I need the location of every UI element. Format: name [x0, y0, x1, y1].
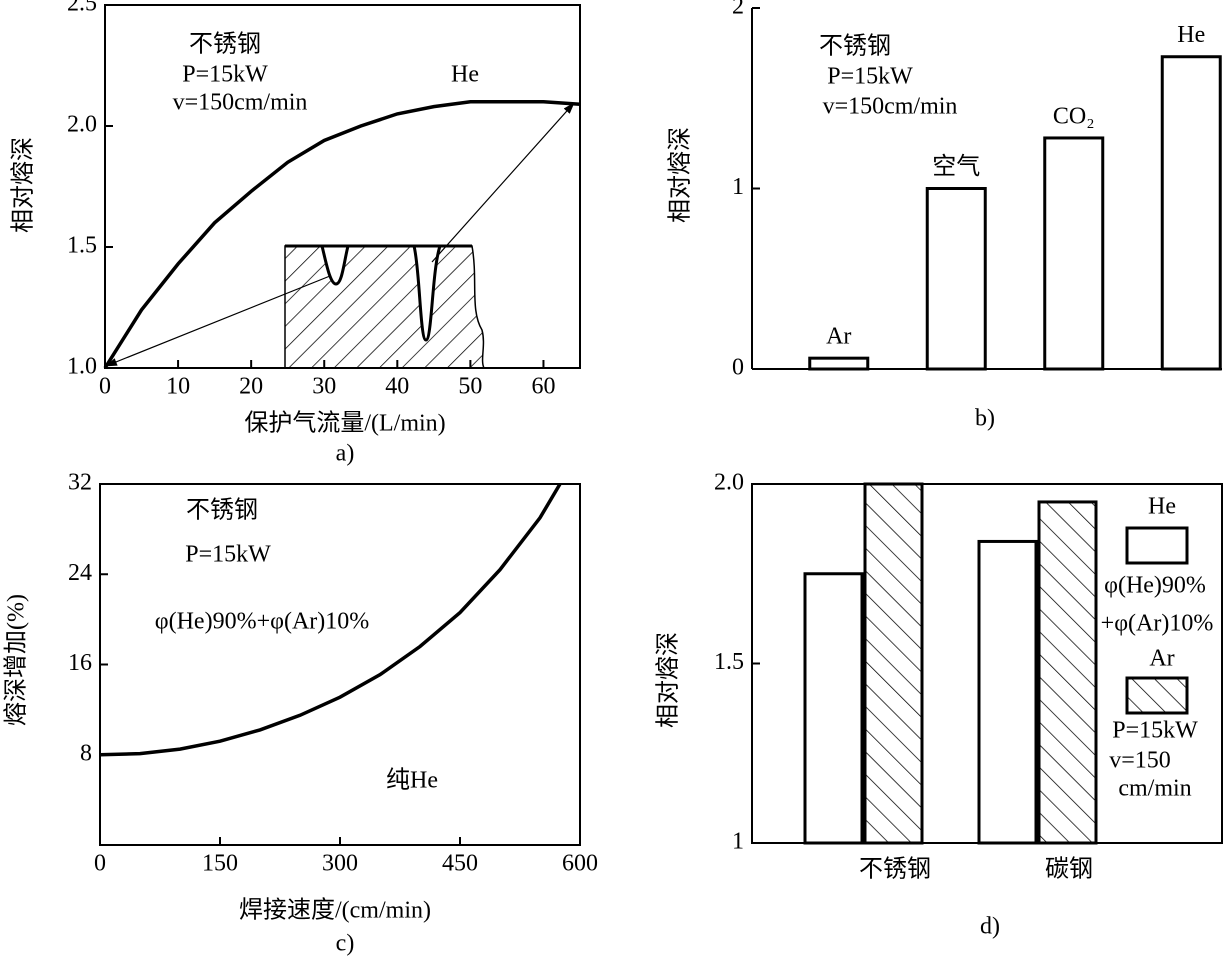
- x-axis-label: 保护气流量/(L/min): [244, 410, 445, 437]
- annotation: P=15kW: [185, 542, 271, 568]
- x-tick-label: 0: [99, 374, 111, 400]
- y-tick-label: 0: [732, 355, 744, 381]
- annotation: P=15kW: [1112, 718, 1198, 744]
- category-label: 空气: [932, 153, 980, 180]
- category-label: Ar: [826, 324, 851, 350]
- bar: [808, 356, 870, 371]
- panel-label: b): [975, 406, 995, 432]
- legend-label: He: [1148, 494, 1176, 520]
- y-tick-label: 1: [732, 174, 744, 200]
- x-tick-label: 20: [239, 374, 263, 400]
- x-tick-label: 600: [562, 851, 598, 877]
- y-tick-label: 2.0: [714, 470, 744, 496]
- y-tick-label: 8: [80, 740, 92, 766]
- x-tick-label: 60: [531, 374, 555, 400]
- category-label: 不锈钢: [859, 856, 931, 883]
- legend-swatch: [1125, 526, 1189, 565]
- category-label: 碳钢: [1045, 856, 1093, 883]
- annotation: v=150cm/min: [823, 94, 958, 120]
- legend-swatch: [1125, 676, 1189, 715]
- curve: [99, 483, 562, 757]
- annotation: P=15kW: [182, 62, 268, 88]
- annotation: φ(He)90%: [1104, 573, 1206, 599]
- bar: [803, 572, 864, 845]
- x-tick-label: 50: [458, 374, 482, 400]
- annotation: v=150: [1109, 748, 1171, 774]
- x-tick-label: 40: [385, 374, 409, 400]
- panel-label: a): [336, 441, 355, 467]
- bar: [977, 539, 1038, 845]
- annotation: He: [451, 62, 479, 88]
- panel-label: d): [980, 914, 1000, 940]
- plot-frame: [99, 483, 581, 846]
- y-axis-label: 相对熔深: [667, 127, 694, 223]
- bar: [1043, 136, 1105, 371]
- y-tick-label: 1: [732, 829, 744, 855]
- annotation: 不锈钢: [186, 497, 258, 524]
- x-tick-label: 450: [442, 851, 478, 877]
- bar: [1037, 500, 1098, 845]
- panel-label: c): [336, 931, 355, 957]
- y-axis-label: 相对熔深: [655, 632, 682, 728]
- x-tick-label: 0: [94, 851, 106, 877]
- annotation: P=15kW: [827, 64, 913, 90]
- x-axis-label: 焊接速度/(cm/min): [239, 897, 431, 924]
- x-tick-label: 150: [202, 851, 238, 877]
- annotation: φ(He)90%+φ(Ar)10%: [155, 609, 370, 635]
- annotation: v=150cm/min: [173, 90, 308, 116]
- y-tick-label: 32: [68, 470, 92, 496]
- x-tick-label: 10: [166, 374, 190, 400]
- annotation: 不锈钢: [189, 31, 261, 58]
- inset-section: [105, 102, 575, 369]
- annotation: 纯He: [386, 767, 438, 794]
- annotation: cm/min: [1118, 776, 1191, 802]
- y-axis-label: 相对熔深: [10, 137, 37, 233]
- legend-label: Ar: [1149, 646, 1174, 672]
- y-tick-label: 2: [732, 0, 744, 20]
- bar: [925, 187, 987, 371]
- curve: [103, 100, 581, 369]
- category-label: He: [1177, 22, 1205, 48]
- plot-frame: [104, 4, 581, 369]
- y-tick-label: 1.0: [67, 354, 97, 380]
- y-tick-label: 16: [68, 650, 92, 676]
- bar: [863, 482, 924, 845]
- y-tick-label: 1.5: [714, 649, 744, 675]
- category-label: CO₂: [1053, 103, 1095, 129]
- y-axis-label: 熔深增加(%): [3, 594, 30, 726]
- y-tick-label: 1.5: [67, 233, 97, 259]
- x-tick-label: 30: [312, 374, 336, 400]
- bar: [1160, 55, 1222, 371]
- x-tick-label: 300: [322, 851, 358, 877]
- y-tick-label: 2.0: [67, 112, 97, 138]
- annotation: +φ(Ar)10%: [1101, 611, 1214, 637]
- y-tick-label: 24: [68, 560, 92, 586]
- y-tick-label: 2.5: [67, 0, 97, 17]
- annotation: 不锈钢: [819, 33, 891, 60]
